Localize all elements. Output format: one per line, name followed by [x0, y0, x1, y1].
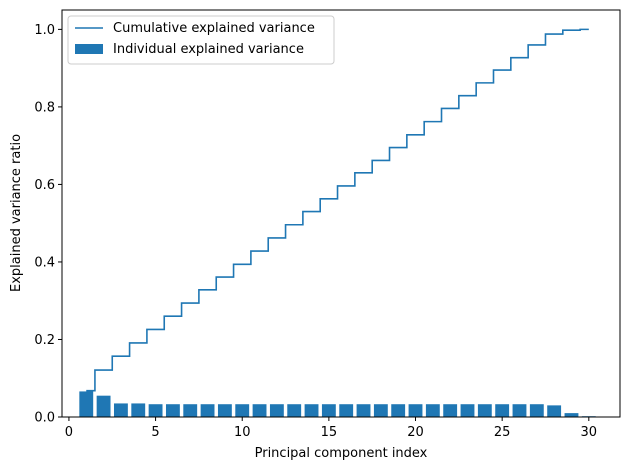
bar: [131, 403, 146, 417]
bar: [269, 404, 284, 417]
y-tick-label: 0.4: [34, 255, 55, 270]
y-tick-label: 0.0: [34, 411, 55, 426]
y-tick-label: 1.0: [34, 23, 55, 38]
x-tick-label: 0: [65, 425, 73, 440]
bar: [287, 404, 302, 417]
y-tick-label: 0.6: [34, 178, 55, 193]
x-tick-label: 15: [321, 425, 338, 440]
legend-bar-swatch: [75, 44, 103, 54]
bar: [477, 404, 492, 417]
y-tick-label: 0.8: [34, 100, 55, 115]
bar: [495, 404, 510, 417]
x-tick-label: 10: [234, 425, 251, 440]
bar: [373, 404, 388, 417]
bar: [321, 404, 336, 417]
x-axis-ticks: 0 5 10 15 20 25 30: [65, 417, 597, 440]
x-tick-label: 30: [581, 425, 598, 440]
legend: Cumulative explained variance Individual…: [67, 15, 335, 65]
bar: [217, 404, 232, 417]
bar: [252, 404, 267, 417]
bar: [356, 404, 371, 417]
cumulative-step-line: [86, 28, 589, 392]
y-tick-label: 0.2: [34, 333, 55, 348]
x-tick-label: 5: [151, 425, 159, 440]
bar: [391, 404, 406, 417]
plot-frame: [61, 9, 621, 418]
y-axis-label: Explained variance ratio: [9, 134, 24, 292]
bar: [96, 395, 111, 417]
bar: [165, 404, 180, 417]
bar: [183, 404, 198, 417]
x-axis-label: Principal component index: [255, 446, 428, 461]
bar: [425, 404, 440, 417]
bar: [79, 391, 94, 417]
bar: [443, 404, 458, 417]
bar: [529, 404, 544, 417]
bar: [512, 404, 527, 417]
legend-box: [67, 15, 335, 65]
bar: [304, 404, 319, 417]
plot-background: [62, 10, 620, 417]
bar: [113, 403, 128, 417]
bar: [339, 404, 354, 417]
bar: [148, 404, 163, 417]
x-tick-label: 25: [494, 425, 511, 440]
bar: [235, 404, 250, 417]
bar: [200, 404, 215, 417]
bar: [408, 404, 423, 417]
legend-label-individual: Individual explained variance: [113, 42, 304, 57]
legend-label-cumulative: Cumulative explained variance: [113, 21, 315, 36]
bar-series: [79, 391, 596, 417]
y-axis-ticks: 0.0 0.2 0.4 0.6 0.8 1.0: [34, 23, 62, 426]
bar: [564, 413, 579, 417]
bar: [547, 405, 562, 417]
x-tick-label: 20: [407, 425, 424, 440]
bar: [460, 404, 475, 417]
